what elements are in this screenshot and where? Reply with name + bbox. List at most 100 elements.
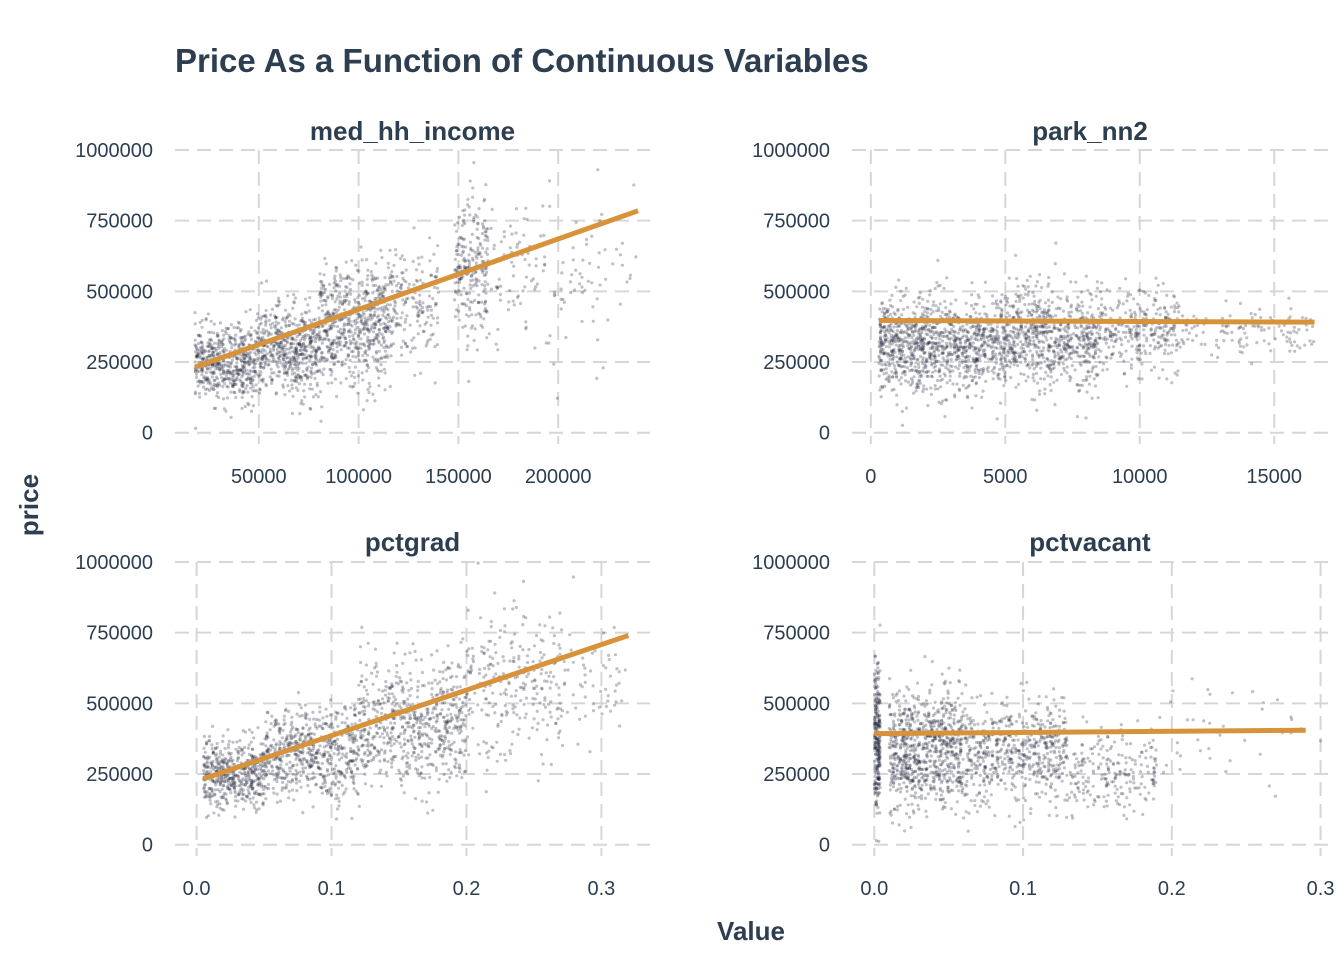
scatter-point	[1053, 359, 1057, 363]
scatter-point	[906, 355, 910, 359]
scatter-point	[1027, 311, 1031, 315]
scatter-point	[228, 378, 232, 382]
scatter-point	[392, 308, 397, 313]
scatter-point	[1099, 311, 1103, 315]
scatter-point	[338, 327, 343, 331]
scatter-point	[1036, 305, 1040, 309]
scatter-point	[216, 334, 220, 338]
scatter-point	[308, 387, 312, 391]
x-tick-label: 0	[865, 466, 876, 488]
scatter-point	[1154, 298, 1158, 302]
scatter-point	[378, 318, 382, 322]
scatter-point	[257, 374, 261, 378]
scatter-point	[310, 350, 314, 354]
scatter-point	[314, 363, 319, 367]
scatter-point	[1215, 338, 1219, 342]
scatter-point	[920, 337, 924, 341]
scatter-point	[295, 358, 299, 362]
scatter-point	[374, 357, 378, 361]
scatter-point	[296, 388, 300, 392]
scatter-point	[1154, 276, 1158, 280]
scatter-point	[248, 767, 252, 771]
scatter-point	[511, 299, 515, 303]
y-tick-label: 750000	[763, 211, 830, 233]
scatter-point	[931, 341, 935, 345]
scatter-point	[1251, 324, 1255, 328]
scatter-point	[1087, 331, 1091, 335]
scatter-point	[421, 301, 425, 305]
scatter-point	[230, 358, 234, 362]
scatter-point	[457, 318, 461, 322]
scatter-point	[611, 262, 615, 266]
scatter-point	[1095, 286, 1099, 290]
scatter-point	[968, 346, 972, 350]
scatter-point	[266, 345, 270, 349]
scatter-point	[1028, 338, 1032, 342]
scatter-point	[933, 330, 937, 334]
scatter-point	[1285, 335, 1289, 339]
scatter-point	[1273, 337, 1277, 341]
scatter-point	[295, 350, 299, 355]
scatter-point	[391, 315, 396, 319]
scatter-point	[295, 348, 299, 352]
scatter-point	[344, 376, 348, 381]
scatter-point	[320, 341, 324, 345]
scatter-point	[1031, 291, 1035, 295]
scatter-point	[995, 417, 999, 421]
scatter-point	[919, 326, 923, 331]
scatter-point	[222, 349, 226, 353]
scatter-point	[1224, 324, 1228, 328]
scatter-point	[364, 290, 368, 294]
scatter-point	[303, 320, 308, 324]
scatter-point	[194, 426, 198, 430]
scatter-point	[1287, 296, 1291, 300]
scatter-point	[1045, 326, 1049, 330]
scatter-point	[284, 323, 288, 327]
scatter-point	[1017, 382, 1021, 386]
scatter-point	[486, 282, 490, 286]
scatter-point	[1065, 299, 1070, 303]
scatter-point	[239, 379, 243, 383]
scatter-point	[248, 355, 252, 360]
scatter-point	[308, 358, 312, 362]
scatter-point	[222, 377, 227, 381]
scatter-point	[259, 317, 263, 321]
scatter-point	[1014, 385, 1018, 389]
scatter-point	[469, 326, 473, 330]
scatter-point	[1157, 341, 1161, 345]
scatter-point	[964, 301, 968, 305]
scatter-point	[383, 329, 387, 333]
scatter-point	[278, 331, 282, 335]
scatter-point	[238, 329, 243, 333]
scatter-point	[251, 385, 255, 389]
scatter-point	[888, 376, 892, 380]
scatter-point	[469, 279, 473, 283]
scatter-point	[359, 320, 363, 324]
scatter-point	[242, 382, 246, 386]
scatter-point	[265, 352, 269, 356]
scatter-point	[212, 370, 216, 374]
scatter-point	[512, 264, 516, 268]
scatter-point	[313, 340, 318, 344]
scatter-point	[316, 346, 320, 350]
scatter-point	[938, 330, 942, 335]
scatter-point	[214, 752, 218, 756]
scatter-point	[1047, 275, 1051, 280]
scatter-point	[212, 341, 217, 345]
scatter-point	[300, 353, 304, 357]
scatter-point	[1124, 330, 1128, 334]
scatter-point	[198, 356, 202, 360]
scatter-point	[534, 264, 538, 268]
scatter-point	[1156, 346, 1160, 350]
scatter-point	[257, 764, 261, 768]
scatter-point	[977, 331, 981, 335]
scatter-point	[366, 353, 370, 357]
scatter-point	[485, 336, 489, 340]
scatter-point	[905, 359, 909, 364]
scatter-point	[301, 402, 305, 406]
y-tick-label: 250000	[86, 764, 153, 786]
scatter-point	[295, 342, 299, 346]
scatter-point	[1081, 304, 1085, 308]
y-tick-label: 500000	[86, 281, 153, 303]
scatter-point	[880, 301, 884, 305]
